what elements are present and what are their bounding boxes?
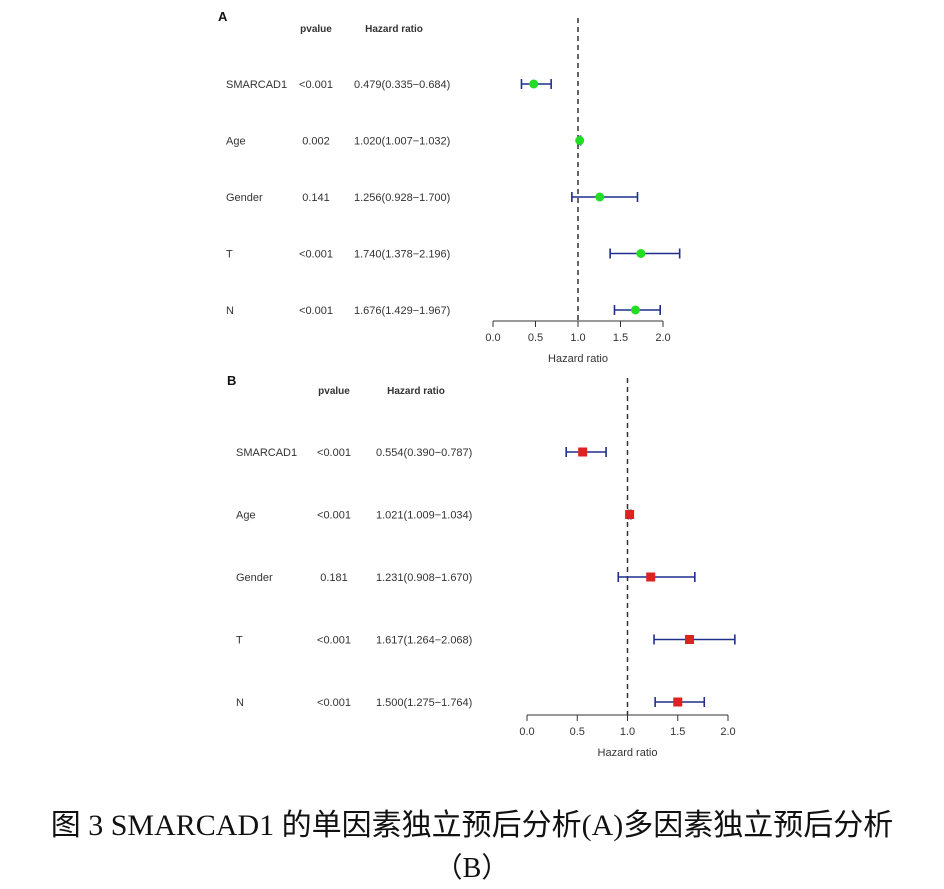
x-tick-label-2: 1.0 — [570, 332, 585, 344]
row-pvalue-gender: 0.141 — [302, 192, 330, 204]
point-estimate-gender — [646, 572, 656, 582]
row-hazard-ratio-text-age: 1.021(1.009−1.034) — [376, 510, 472, 522]
row-label-n: N — [226, 305, 234, 317]
row-hazard-ratio-text-t: 1.740(1.378−2.196) — [354, 249, 450, 261]
row-pvalue-n: <0.001 — [317, 697, 351, 709]
row-pvalue-age: 0.002 — [302, 136, 330, 148]
row-pvalue-smarcad1: <0.001 — [299, 79, 333, 91]
figure-caption-line1: 图 3 SMARCAD1 的单因素独立预后分析(A)多因素独立预后分析 — [50, 809, 894, 842]
row-label-gender: Gender — [236, 572, 273, 584]
column-header-pvalue: pvalue — [300, 24, 332, 35]
row-pvalue-n: <0.001 — [299, 305, 333, 317]
point-estimate-smarcad1 — [529, 79, 539, 89]
row-hazard-ratio-text-smarcad1: 0.479(0.335−0.684) — [354, 79, 450, 91]
x-tick-label-3: 1.5 — [613, 332, 628, 344]
point-estimate-gender — [595, 192, 605, 202]
row-label-age: Age — [226, 136, 246, 148]
point-estimate-n — [673, 697, 683, 707]
column-header-pvalue: pvalue — [318, 386, 350, 397]
point-estimate-n — [630, 305, 640, 315]
figure-caption-line2: （B） — [434, 853, 510, 884]
column-header-hazard-ratio: Hazard ratio — [365, 24, 423, 35]
x-tick-label-4: 2.0 — [655, 332, 670, 344]
point-estimate-age — [625, 510, 635, 519]
row-label-t: T — [226, 249, 233, 261]
row-pvalue-t: <0.001 — [299, 249, 333, 261]
row-hazard-ratio-text-t: 1.617(1.264−2.068) — [376, 635, 472, 647]
x-tick-label-1: 0.5 — [570, 726, 585, 738]
row-hazard-ratio-text-n: 1.500(1.275−1.764) — [376, 697, 472, 709]
x-tick-label-3: 1.5 — [670, 726, 685, 738]
row-hazard-ratio-text-gender: 1.231(0.908−1.670) — [376, 572, 472, 584]
panel-label: B — [227, 373, 236, 388]
point-estimate-age — [575, 136, 585, 145]
row-pvalue-gender: 0.181 — [320, 572, 348, 584]
panel-label: A — [218, 9, 228, 24]
row-hazard-ratio-text-age: 1.020(1.007−1.032) — [354, 136, 450, 148]
row-pvalue-smarcad1: <0.001 — [317, 447, 351, 459]
point-estimate-t — [636, 249, 646, 258]
row-hazard-ratio-text-smarcad1: 0.554(0.390−0.787) — [376, 447, 472, 459]
point-estimate-t — [685, 635, 695, 644]
row-pvalue-t: <0.001 — [317, 635, 351, 647]
column-header-hazard-ratio: Hazard ratio — [387, 386, 445, 397]
x-axis-title: Hazard ratio — [598, 747, 658, 759]
row-label-age: Age — [236, 510, 256, 522]
x-tick-label-4: 2.0 — [720, 726, 735, 738]
row-label-smarcad1: SMARCAD1 — [226, 79, 287, 91]
row-hazard-ratio-text-gender: 1.256(0.928−1.700) — [354, 192, 450, 204]
row-label-smarcad1: SMARCAD1 — [236, 447, 297, 459]
x-tick-label-0: 0.0 — [519, 726, 534, 738]
row-hazard-ratio-text-n: 1.676(1.429−1.967) — [354, 305, 450, 317]
row-label-t: T — [236, 635, 243, 647]
x-axis-title: Hazard ratio — [548, 353, 608, 365]
row-label-n: N — [236, 697, 244, 709]
point-estimate-smarcad1 — [578, 447, 588, 457]
row-label-gender: Gender — [226, 192, 263, 204]
row-pvalue-age: <0.001 — [317, 510, 351, 522]
x-tick-label-0: 0.0 — [485, 332, 500, 344]
x-tick-label-2: 1.0 — [620, 726, 635, 738]
x-tick-label-1: 0.5 — [528, 332, 543, 344]
